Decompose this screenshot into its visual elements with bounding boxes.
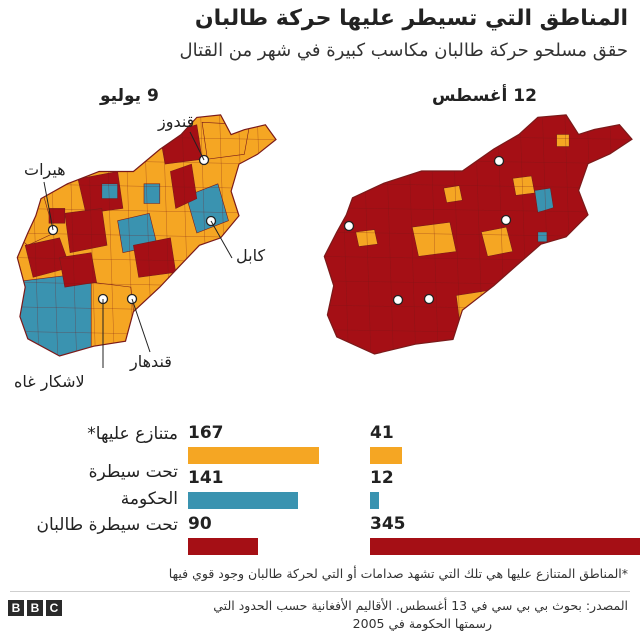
city-label-lashkar-gah: لاشكار غاه bbox=[14, 372, 85, 391]
chart-title: المناطق التي تسيطر عليها حركة طالبان bbox=[194, 6, 628, 31]
july-district-center-red bbox=[64, 208, 108, 254]
city-leader-line bbox=[131, 298, 151, 353]
bbc-logo-letter: B bbox=[27, 600, 43, 616]
august-contested-value: 41 bbox=[370, 423, 394, 443]
july-district-east-red bbox=[170, 163, 198, 209]
city-marker-herat bbox=[343, 220, 355, 232]
august-taliban-bar bbox=[370, 538, 640, 555]
city-leader-line bbox=[43, 181, 54, 231]
afghanistan-maps bbox=[16, 114, 633, 368]
august-district-gov-1 bbox=[534, 187, 554, 213]
july-district-spot-gov-1 bbox=[101, 183, 118, 199]
july-contested-bar bbox=[188, 447, 319, 464]
august-map-heading: 12 أغسطس bbox=[432, 86, 537, 106]
city-label-herat: هيرات bbox=[24, 160, 66, 179]
bbc-logo: B B C bbox=[8, 600, 62, 616]
footer-divider bbox=[10, 591, 630, 592]
july-taliban-value: 90 bbox=[188, 514, 212, 534]
july-district-border bbox=[17, 208, 277, 214]
chart-subtitle: حقق مسلحو حركة طالبان مكاسب كبيرة في شهر… bbox=[179, 40, 629, 61]
july-country-outline bbox=[16, 114, 277, 357]
july-district-mid-red bbox=[133, 237, 177, 278]
city-markers bbox=[47, 154, 512, 306]
july-district-east-gov bbox=[185, 183, 229, 234]
july-map-heading: 9 يوليو bbox=[100, 86, 159, 106]
city-marker-kabul bbox=[500, 214, 512, 226]
source-line-2: رسمتها الحكومة في 2005 bbox=[352, 616, 492, 631]
august-district-or-3 bbox=[455, 290, 492, 321]
city-leader-line bbox=[189, 131, 205, 161]
city-label-kunduz: قندوز bbox=[158, 112, 195, 131]
july-district-spot-gov-2 bbox=[143, 183, 161, 204]
july-government-bar bbox=[188, 492, 299, 509]
july-district-north-red bbox=[77, 171, 124, 214]
august-government-bar bbox=[370, 492, 380, 509]
city-leader-line bbox=[210, 220, 233, 259]
bbc-logo-letter: B bbox=[8, 600, 24, 616]
taliban-label: تحت سيطرة طالبان bbox=[36, 515, 179, 535]
contested-label: متنازع عليها* bbox=[87, 424, 178, 444]
july-district-ne-orange bbox=[201, 121, 250, 160]
august-district-or-4 bbox=[512, 175, 536, 196]
city-marker-lashkar-gah bbox=[392, 294, 404, 306]
footnote: *المناطق المتنازع عليها هي تلك التي تشهد… bbox=[168, 566, 628, 581]
city-marker-kandahar bbox=[423, 293, 435, 305]
august-government-value: 12 bbox=[370, 468, 394, 488]
august-contested-bar bbox=[370, 447, 403, 464]
government-label-line1: تحت سيطرة bbox=[88, 462, 178, 482]
august-district-or-7 bbox=[556, 134, 570, 147]
bbc-logo-letter: C bbox=[46, 600, 62, 616]
august-district-border bbox=[324, 207, 632, 213]
august-district-or-6 bbox=[443, 185, 463, 204]
august-district-gov-2 bbox=[537, 231, 548, 243]
august-country-outline bbox=[323, 114, 633, 355]
july-taliban-bar bbox=[188, 538, 259, 555]
source-line-1: المصدر: بحوث بي بي سي في 13 أغسطس. الأقا… bbox=[213, 598, 628, 613]
city-leader-lines bbox=[43, 131, 233, 368]
city-label-kandahar: قندهار bbox=[130, 352, 172, 371]
august-taliban-value: 345 bbox=[370, 514, 406, 534]
august-district-or-5 bbox=[355, 229, 379, 247]
city-marker-kunduz bbox=[493, 155, 505, 167]
july-government-value: 141 bbox=[188, 468, 224, 488]
city-label-kabul: كابل bbox=[236, 246, 266, 265]
july-district-south-red bbox=[59, 252, 97, 288]
august-map bbox=[323, 114, 633, 355]
august-district-or-2 bbox=[480, 226, 514, 257]
july-contested-value: 167 bbox=[188, 423, 224, 443]
government-label-line2: الحكومة bbox=[120, 489, 178, 509]
